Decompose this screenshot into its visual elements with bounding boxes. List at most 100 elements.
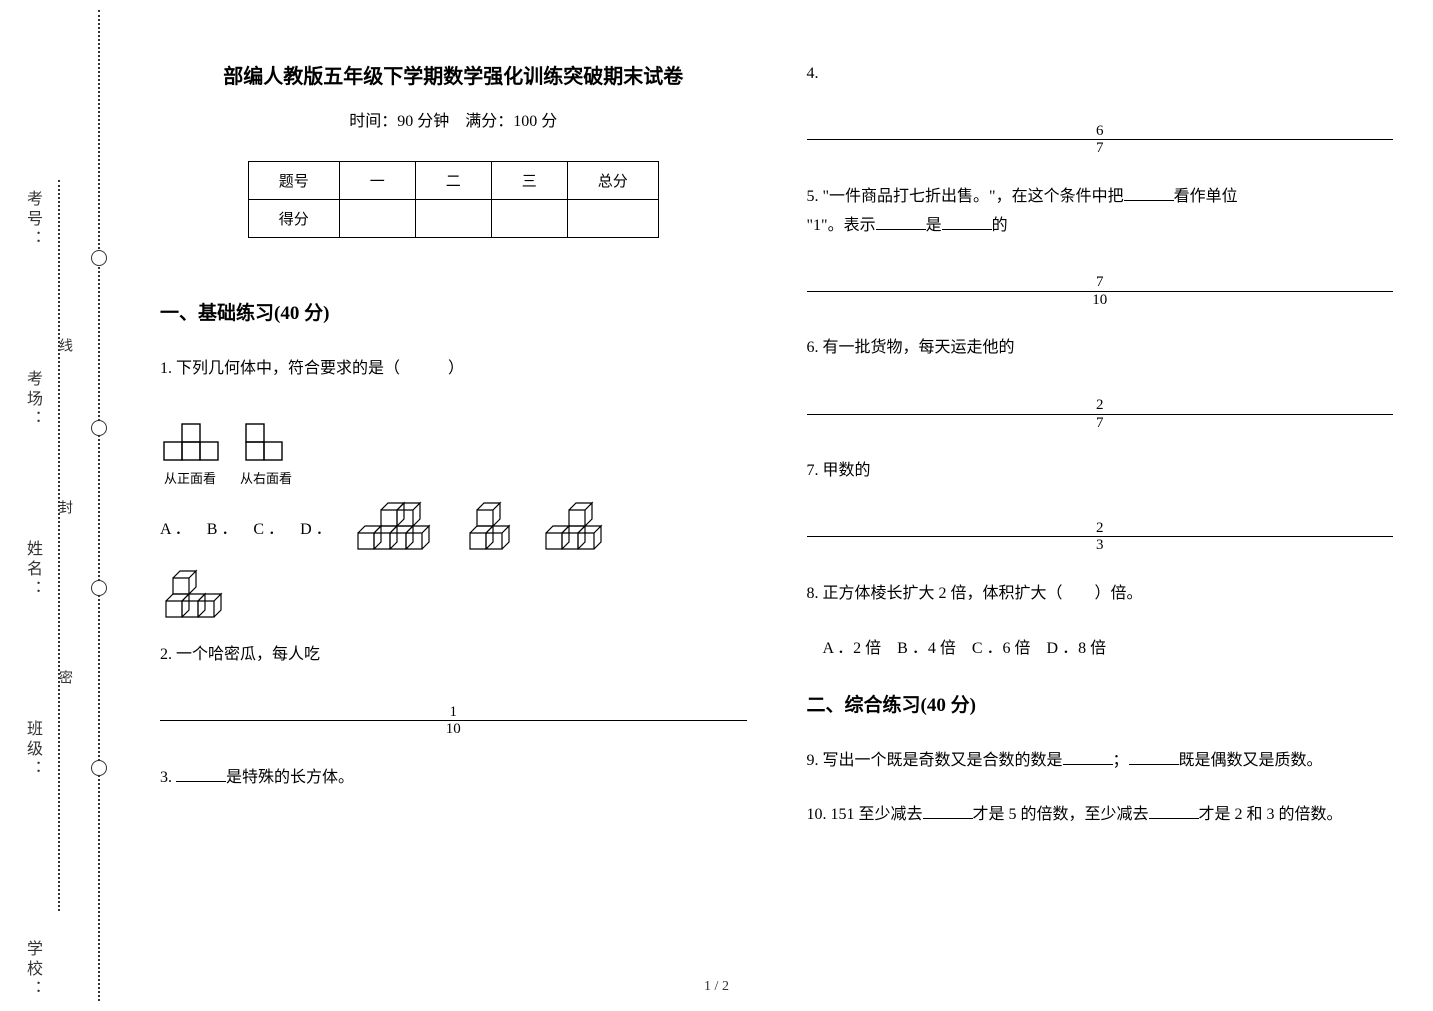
fold-circle-1 bbox=[91, 250, 107, 266]
opt-a-label: A ． bbox=[160, 515, 191, 539]
th-1: 一 bbox=[339, 162, 415, 200]
q2-fraction: 1 10 bbox=[160, 704, 747, 738]
left-column: 部编人教版五年级下学期数学强化训练突破期末试卷 时间：90 分钟 满分：100 … bbox=[160, 60, 747, 991]
blank-field bbox=[876, 214, 926, 230]
fraction-numerator: 2 bbox=[807, 520, 1394, 538]
side-label-exam-room: 考场： bbox=[20, 370, 44, 430]
q1-view-shapes: 从正面看 从右面看 bbox=[160, 422, 747, 487]
score-table: 题号 一 二 三 总分 得分 bbox=[248, 161, 659, 238]
opt-b-label: B ． bbox=[207, 515, 238, 539]
fraction-numerator: 7 bbox=[807, 274, 1394, 292]
q9-part2: ； bbox=[1113, 752, 1129, 769]
q5-fraction: 7 10 bbox=[807, 274, 1394, 308]
blank-field bbox=[1124, 185, 1174, 201]
page-footer: 1 / 2 bbox=[704, 979, 729, 995]
q3-suffix: 是特殊的长方体。 bbox=[226, 769, 354, 786]
question-8: 8. 正方体棱长扩大 2 倍，体积扩大（ ）倍。 bbox=[807, 580, 1394, 609]
question-6: 6. 有一批货物，每天运走他的 bbox=[807, 334, 1394, 363]
side-inner-label-mi: 密 bbox=[54, 670, 74, 684]
q5-part1: 5. "一件商品打七折出售。"，在这个条件中把 bbox=[807, 188, 1124, 205]
blank-field bbox=[176, 766, 226, 782]
page-content: 部编人教版五年级下学期数学强化训练突破期末试卷 时间：90 分钟 满分：100 … bbox=[120, 0, 1433, 1011]
question-4: 4. bbox=[807, 60, 1394, 89]
right-view-caption: 从右面看 bbox=[240, 468, 292, 487]
front-view-shape: 从正面看 bbox=[160, 422, 220, 487]
q8-options: A ．2 倍 B ．4 倍 C ．6 倍 D ．8 倍 bbox=[807, 635, 1394, 664]
fraction-denominator: 10 bbox=[160, 721, 747, 738]
right-column: 4. 6 7 5. "一件商品打七折出售。"，在这个条件中把 看作单位 "1"。表… bbox=[807, 60, 1394, 991]
th-2: 二 bbox=[415, 162, 491, 200]
q5-part5: 的 bbox=[992, 217, 1008, 234]
th-3: 三 bbox=[491, 162, 567, 200]
fraction-denominator: 3 bbox=[807, 537, 1394, 554]
q10-part1: 10. 151 至少减去 bbox=[807, 806, 923, 823]
q6-fraction: 2 7 bbox=[807, 397, 1394, 431]
q9-part1: 9. 写出一个既是奇数又是合数的数是 bbox=[807, 752, 1063, 769]
question-7: 7. 甲数的 bbox=[807, 457, 1394, 486]
side-inner-label-feng: 封 bbox=[54, 500, 74, 514]
q10-part3: 才是 2 和 3 的倍数。 bbox=[1199, 806, 1343, 823]
dotted-fold-line-inner bbox=[58, 180, 60, 911]
front-view-caption: 从正面看 bbox=[160, 468, 220, 487]
opt-d-label: D ． bbox=[300, 515, 332, 539]
side-label-class: 班级： bbox=[20, 720, 44, 780]
fraction-numerator: 6 bbox=[807, 123, 1394, 141]
front-view-icon bbox=[160, 422, 220, 464]
right-view-shape: 从右面看 bbox=[240, 422, 292, 487]
side-label-name: 姓名： bbox=[20, 540, 44, 600]
table-row: 题号 一 二 三 总分 bbox=[248, 162, 658, 200]
q1-options: A ． B ． C ． D ． bbox=[160, 501, 747, 553]
q4-fraction: 6 7 bbox=[807, 123, 1394, 157]
exam-title: 部编人教版五年级下学期数学强化训练突破期末试卷 bbox=[160, 60, 747, 89]
table-row: 得分 bbox=[248, 200, 658, 238]
th-label: 题号 bbox=[248, 162, 339, 200]
exam-subtitle: 时间：90 分钟 满分：100 分 bbox=[160, 107, 747, 131]
question-1: 1. 下列几何体中，符合要求的是（ ） bbox=[160, 355, 747, 384]
fraction-numerator: 1 bbox=[160, 704, 747, 722]
td-empty bbox=[415, 200, 491, 238]
q5-part4: 是 bbox=[926, 217, 942, 234]
dotted-fold-line-outer bbox=[98, 10, 100, 1001]
question-3: 3. 是特殊的长方体。 bbox=[160, 764, 747, 793]
side-label-exam-number: 考号： bbox=[20, 190, 44, 250]
fold-circle-3 bbox=[91, 580, 107, 596]
td-empty bbox=[491, 200, 567, 238]
side-label-school: 学校： bbox=[20, 940, 44, 1000]
blank-field bbox=[923, 803, 973, 819]
cube-option-4-icon bbox=[160, 569, 240, 621]
blank-field bbox=[1129, 749, 1179, 765]
q5-part2: 看作单位 bbox=[1174, 188, 1238, 205]
fraction-denominator: 10 bbox=[807, 292, 1394, 309]
right-view-icon bbox=[240, 422, 290, 464]
opt-c-label: C ． bbox=[253, 515, 284, 539]
q9-part3: 既是偶数又是质数。 bbox=[1179, 752, 1323, 769]
td-empty bbox=[339, 200, 415, 238]
binding-margin: 考号： 考场： 姓名： 班级： 学校： 线 封 密 bbox=[0, 0, 120, 1011]
section-1-heading: 一、基础练习(40 分) bbox=[160, 298, 747, 325]
q1-option-4-wrap bbox=[160, 569, 747, 621]
fraction-denominator: 7 bbox=[807, 140, 1394, 157]
side-inner-label-xian: 线 bbox=[54, 338, 74, 352]
question-10: 10. 151 至少减去 才是 5 的倍数，至少减去 才是 2 和 3 的倍数。 bbox=[807, 801, 1394, 830]
fold-circle-2 bbox=[91, 420, 107, 436]
blank-field bbox=[1063, 749, 1113, 765]
question-9: 9. 写出一个既是奇数又是合数的数是 ； 既是偶数又是质数。 bbox=[807, 747, 1394, 776]
fold-circle-4 bbox=[91, 760, 107, 776]
blank-field bbox=[1149, 803, 1199, 819]
q5-part3: "1"。表示 bbox=[807, 217, 876, 234]
td-empty bbox=[567, 200, 658, 238]
q7-fraction: 2 3 bbox=[807, 520, 1394, 554]
cube-option-2-icon bbox=[464, 501, 524, 553]
section-2-heading: 二、综合练习(40 分) bbox=[807, 690, 1394, 717]
cube-option-1-icon bbox=[348, 501, 448, 553]
fraction-numerator: 2 bbox=[807, 397, 1394, 415]
question-5: 5. "一件商品打七折出售。"，在这个条件中把 看作单位 "1"。表示 是 的 bbox=[807, 183, 1394, 241]
blank-field bbox=[942, 214, 992, 230]
q10-part2: 才是 5 的倍数，至少减去 bbox=[973, 806, 1149, 823]
td-score-label: 得分 bbox=[248, 200, 339, 238]
fraction-denominator: 7 bbox=[807, 415, 1394, 432]
question-2: 2. 一个哈密瓜，每人吃 bbox=[160, 641, 747, 670]
th-total: 总分 bbox=[567, 162, 658, 200]
q3-prefix: 3. bbox=[160, 769, 176, 786]
cube-option-3-icon bbox=[540, 501, 620, 553]
